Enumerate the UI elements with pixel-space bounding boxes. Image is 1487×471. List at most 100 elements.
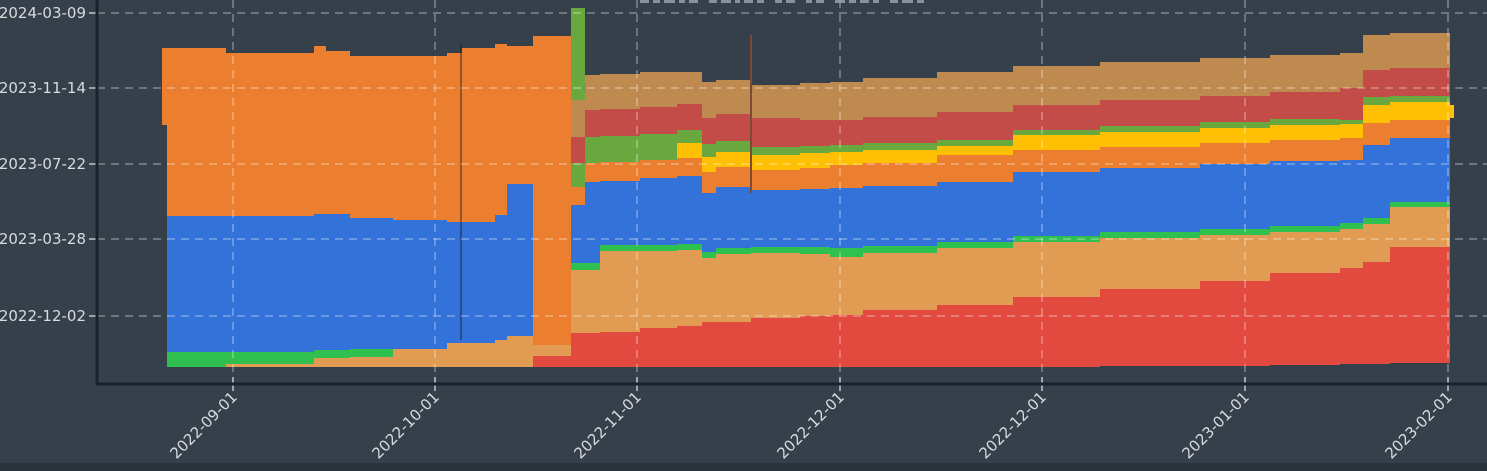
series-band-red: [585, 333, 600, 367]
series-band-olive: [830, 145, 863, 152]
series-band-orange: [167, 48, 226, 216]
series-band-sandy: [751, 253, 800, 318]
series-band-sandy: [326, 358, 350, 367]
title-glyph-fragment: [860, 0, 869, 3]
series-band-sandy: [226, 364, 314, 367]
series-band-brick: [585, 110, 600, 137]
title-glyph-fragment: [890, 0, 898, 3]
series-band-orange: [350, 56, 393, 218]
series-band-blue: [1340, 160, 1363, 223]
title-glyph-fragment: [816, 0, 824, 3]
series-band-tan: [640, 72, 677, 107]
series-band-brick: [640, 107, 677, 134]
series-band-green: [830, 248, 863, 257]
series-band-blue: [800, 189, 830, 247]
series-band-brick: [1340, 88, 1363, 120]
series-band-tan: [1270, 55, 1340, 92]
series-band-olive: [863, 143, 937, 150]
series-band-tan: [800, 83, 830, 120]
series-band-red: [800, 316, 830, 367]
series-band-blue: [702, 193, 716, 252]
series-band-green: [863, 246, 937, 253]
series-band-tan: [937, 72, 1013, 112]
series-band-orange: [937, 155, 1013, 182]
series-band-brick: [677, 104, 702, 130]
series-band-blue: [1270, 161, 1340, 226]
series-band-blue: [571, 205, 585, 263]
series-band-green: [1363, 218, 1390, 224]
series-band-brick: [1390, 68, 1450, 96]
title-glyph-fragment: [917, 0, 924, 3]
series-band-blue: [393, 220, 447, 349]
series-band-orange: [585, 163, 600, 182]
series-band-green: [326, 350, 350, 358]
series-band-olive: [600, 136, 640, 162]
series-band-orange: [393, 56, 447, 220]
series-band-brick: [830, 120, 863, 145]
series-band-olive: [937, 140, 1013, 146]
grid-lines: [97, 0, 1487, 384]
title-glyph-fragment: [873, 0, 879, 3]
series-band-brick: [800, 120, 830, 146]
series-band-red: [600, 332, 640, 367]
series-band-green: [1270, 226, 1340, 232]
series-band-blue: [447, 222, 462, 343]
series-band-brick: [600, 109, 640, 136]
series-band-blue: [600, 181, 640, 245]
series-band-sandy: [507, 336, 533, 367]
series-band-tan: [1100, 62, 1200, 100]
series-band-tan: [863, 78, 937, 117]
series-band-sandy: [314, 358, 326, 367]
series-band-brick: [1013, 105, 1100, 130]
series-band-sandy: [462, 343, 495, 367]
series-band-olive: [585, 137, 600, 163]
series-band-red: [751, 318, 800, 367]
series-band-green: [1390, 202, 1450, 207]
plot-area[interactable]: [162, 8, 1454, 367]
series-band-orange: [830, 165, 863, 188]
series-band-tan: [751, 85, 800, 118]
series-band-gold: [937, 146, 1013, 155]
series-band-tan: [830, 82, 863, 120]
y-axis-tick-label: 2023-11-14: [0, 79, 86, 97]
series-band-orange: [716, 167, 751, 187]
series-band-red: [1363, 262, 1390, 364]
series-band-red: [640, 328, 677, 367]
series-band-orange: [863, 163, 937, 186]
series-band-brick: [751, 118, 800, 147]
series-band-blue: [585, 182, 600, 263]
series-band-blue: [1363, 145, 1390, 218]
series-band-tan: [1340, 53, 1363, 88]
series-band-sandy: [447, 343, 462, 367]
series-band-orange: [800, 168, 830, 189]
series-band-orange: [571, 187, 585, 205]
series-band-blue: [326, 214, 350, 350]
series-band-orange: [1390, 120, 1450, 138]
series-band-olive: [716, 141, 751, 152]
series-band-red: [1013, 297, 1100, 367]
series-band-orange: [533, 36, 571, 345]
series-band-sandy: [1100, 238, 1200, 289]
series-band-green: [751, 247, 800, 253]
series-band-orange: [1100, 147, 1200, 168]
series-band-orange: [1340, 138, 1363, 160]
series-band-gold: [751, 155, 800, 170]
series-band-olive: [1200, 122, 1270, 128]
series-band-blue: [1200, 164, 1270, 229]
series-band-sandy: [1200, 235, 1270, 281]
series-band-green: [702, 252, 716, 258]
series-band-olive: [640, 134, 677, 160]
series-band-tan: [600, 74, 640, 109]
series-band-gold: [1100, 132, 1200, 147]
series-band-tan: [702, 82, 716, 118]
series-band-tan: [716, 80, 751, 114]
title-glyph-fragment: [664, 0, 675, 3]
series-band-sandy: [677, 250, 702, 326]
series-band-green: [350, 349, 393, 357]
series-band-red: [571, 333, 585, 367]
series-band-orange: [326, 51, 350, 214]
title-glyph-fragment: [902, 0, 913, 3]
series-band-green: [937, 242, 1013, 248]
series-band-blue: [937, 182, 1013, 242]
